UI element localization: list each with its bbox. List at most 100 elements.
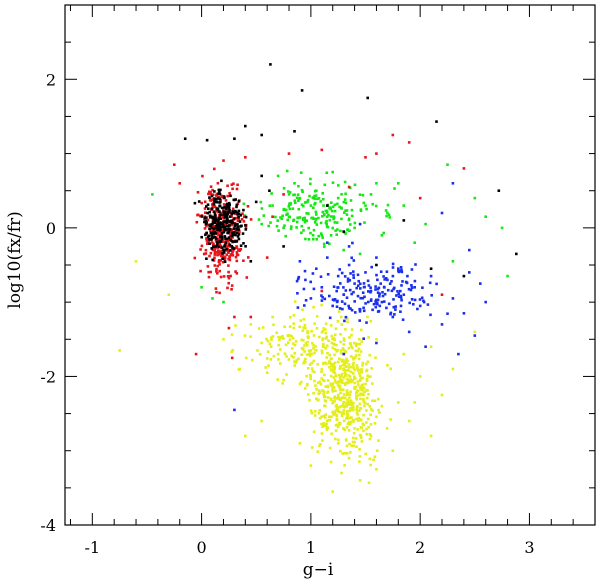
scatter-point-4: [310, 411, 314, 415]
scatter-point-4: [353, 427, 356, 430]
scatter-point-3: [376, 291, 380, 294]
scatter-point-4: [330, 432, 333, 436]
scatter-point-0: [215, 223, 219, 226]
scatter-point-4: [343, 464, 346, 467]
scatter-point-4: [356, 349, 359, 353]
scatter-point-1: [231, 236, 234, 239]
scatter-point-4: [358, 342, 362, 346]
scatter-point-4: [358, 372, 361, 375]
scatter-point-4: [238, 367, 242, 371]
scatter-point-2: [297, 184, 300, 188]
scatter-point-3: [374, 288, 377, 291]
scatter-point-4: [350, 408, 353, 412]
scatter-point-1: [211, 188, 214, 192]
scatter-point-2: [289, 227, 293, 231]
scatter-point-4: [360, 340, 363, 343]
scatter-point-4: [336, 442, 340, 445]
scatter-point-4: [352, 366, 356, 370]
scatter-point-4: [332, 413, 335, 416]
scatter-point-4: [243, 334, 247, 337]
scatter-point-1: [231, 254, 235, 257]
scatter-point-4: [429, 345, 433, 348]
scatter-point-4: [332, 376, 336, 379]
scatter-point-4: [451, 367, 455, 371]
scatter-point-1: [230, 183, 234, 186]
scatter-point-0: [224, 237, 227, 240]
scatter-point-1: [205, 237, 208, 240]
scatter-point-3: [353, 300, 356, 303]
scatter-point-3: [378, 295, 381, 298]
scatter-point-4: [362, 429, 365, 433]
scatter-point-4: [341, 388, 345, 392]
scatter-point-1: [211, 248, 215, 252]
scatter-point-4: [328, 360, 331, 363]
scatter-point-3: [321, 296, 324, 299]
scatter-point-1: [249, 218, 253, 221]
scatter-point-0: [205, 138, 209, 142]
scatter-point-2: [320, 234, 324, 237]
scatter-point-2: [296, 193, 300, 196]
x-tick-label: 1: [306, 538, 316, 557]
scatter-point-3: [332, 285, 336, 288]
scatter-point-4: [348, 422, 352, 426]
scatter-point-2: [317, 197, 321, 200]
scatter-point-4: [328, 415, 331, 418]
scatter-point-4: [323, 395, 327, 399]
scatter-point-4: [290, 334, 293, 338]
scatter-point-4: [287, 334, 291, 337]
scatter-point-4: [391, 449, 395, 452]
scatter-point-4: [299, 380, 303, 384]
scatter-point-2: [343, 211, 346, 214]
scatter-point-4: [348, 342, 352, 345]
scatter-point-1: [235, 246, 239, 250]
scatter-point-4: [272, 354, 276, 358]
scatter-point-4: [360, 426, 363, 430]
scatter-point-3: [315, 267, 318, 270]
scatter-point-4: [375, 468, 378, 471]
scatter-point-4: [325, 344, 329, 348]
scatter-point-4: [360, 370, 363, 374]
scatter-point-4: [368, 437, 372, 441]
scatter-point-4: [260, 341, 263, 345]
scatter-point-0: [219, 221, 223, 225]
scatter-point-4: [230, 333, 234, 336]
scatter-point-3: [357, 279, 360, 283]
scatter-point-1: [236, 183, 239, 187]
scatter-point-4: [347, 456, 351, 460]
scatter-point-3: [420, 296, 424, 300]
scatter-point-2: [286, 190, 290, 193]
scatter-point-1: [209, 229, 212, 232]
scatter-point-0: [236, 223, 239, 226]
scatter-point-4: [256, 349, 259, 352]
scatter-point-3: [389, 312, 392, 316]
scatter-point-4: [317, 411, 321, 415]
scatter-point-4: [351, 418, 355, 422]
scatter-point-4: [310, 446, 314, 449]
scatter-point-4: [340, 379, 344, 382]
scatter-point-4: [330, 334, 334, 338]
scatter-point-4: [341, 363, 345, 367]
scatter-point-4: [323, 373, 326, 377]
scatter-point-0: [237, 215, 240, 219]
scatter-point-0: [515, 252, 518, 256]
scatter-point-0: [232, 198, 236, 202]
scatter-point-4: [350, 400, 353, 403]
scatter-point-4: [362, 398, 365, 401]
scatter-point-4: [313, 322, 316, 325]
scatter-point-3: [369, 286, 372, 289]
scatter-point-2: [257, 218, 261, 221]
scatter-point-2: [386, 211, 389, 215]
scatter-point-0: [227, 201, 231, 205]
scatter-point-1: [225, 239, 229, 242]
scatter-point-4: [317, 392, 320, 396]
scatter-point-4: [473, 330, 477, 334]
scatter-point-4: [289, 316, 292, 319]
scatter-point-3: [391, 266, 395, 269]
scatter-point-4: [312, 305, 315, 309]
scatter-point-0: [224, 220, 227, 223]
scatter-point-1: [193, 256, 197, 260]
scatter-point-4: [371, 382, 374, 385]
scatter-point-3: [296, 306, 300, 309]
scatter-point-4: [355, 398, 359, 401]
scatter-point-0: [233, 222, 237, 226]
